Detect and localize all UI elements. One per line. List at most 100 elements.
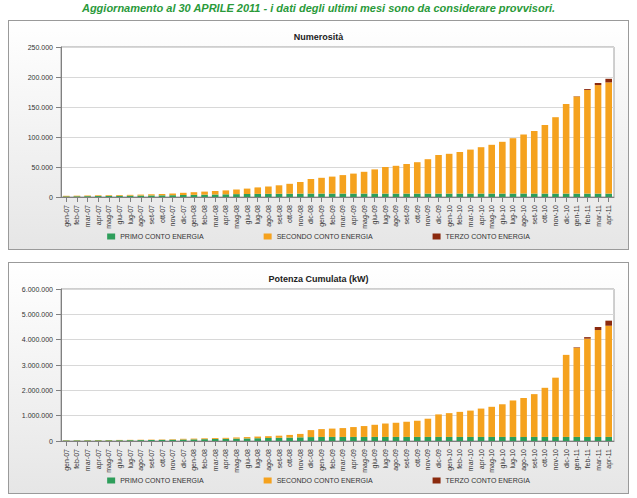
svg-text:giu-09: giu-09 [371,205,379,225]
svg-text:apr-08: apr-08 [222,205,230,225]
svg-text:200.000: 200.000 [28,74,53,81]
svg-text:ott-10: ott-10 [541,449,548,467]
svg-text:apr-09: apr-09 [350,449,358,469]
svg-text:TERZO CONTO ENERGIA: TERZO CONTO ENERGIA [446,233,531,240]
svg-text:gen-07: gen-07 [63,449,71,471]
svg-text:giu-08: giu-08 [244,205,252,225]
svg-text:PRIMO CONTO ENERGIA: PRIMO CONTO ENERGIA [120,233,204,240]
svg-text:giu-10: giu-10 [499,205,507,225]
svg-text:100.000: 100.000 [28,134,53,141]
svg-text:dic-07: dic-07 [180,205,187,224]
svg-text:mar-11: mar-11 [595,205,602,227]
svg-text:feb-11: feb-11 [584,449,591,468]
svg-text:ago-09: ago-09 [392,205,400,227]
svg-text:mag-08: mag-08 [233,449,241,473]
svg-text:feb-08: feb-08 [201,449,208,469]
svg-text:ago-09: ago-09 [392,449,400,471]
svg-text:apr-11: apr-11 [605,205,613,225]
svg-text:dic-08: dic-08 [307,205,314,224]
svg-text:gen-08: gen-08 [190,205,198,227]
svg-text:nov-07: nov-07 [169,205,176,227]
svg-text:feb-08: feb-08 [201,205,208,225]
svg-text:ott-08: ott-08 [286,205,293,223]
svg-text:feb-07: feb-07 [73,449,80,469]
svg-text:nov-09: nov-09 [424,205,431,227]
svg-text:ago-07: ago-07 [137,449,145,471]
svg-text:ott-08: ott-08 [286,449,293,467]
svg-text:giu-09: giu-09 [371,449,379,469]
svg-text:lug-07: lug-07 [127,205,135,225]
svg-text:ott-10: ott-10 [541,205,548,223]
svg-text:feb-09: feb-09 [329,449,336,469]
svg-text:dic-08: dic-08 [307,449,314,468]
svg-text:0: 0 [49,438,53,445]
svg-text:set-10: set-10 [531,205,538,225]
svg-text:2.000.000: 2.000.000 [22,387,53,394]
svg-text:nov-08: nov-08 [297,449,304,471]
svg-text:set-09: set-09 [403,449,410,469]
svg-text:dic-10: dic-10 [563,205,570,224]
svg-text:ott-07: ott-07 [159,449,166,467]
svg-text:giu-07: giu-07 [116,449,124,469]
svg-text:mar-09: mar-09 [339,205,346,227]
svg-text:nov-07: nov-07 [169,449,176,471]
svg-text:nov-10: nov-10 [552,205,559,227]
svg-text:mar-08: mar-08 [212,205,219,227]
svg-text:3.000.000: 3.000.000 [22,362,53,369]
svg-text:150.000: 150.000 [28,104,53,111]
svg-text:set-10: set-10 [531,449,538,469]
svg-text:mag-07: mag-07 [105,449,113,473]
svg-text:dic-10: dic-10 [563,449,570,468]
svg-text:mag-10: mag-10 [488,449,496,473]
svg-text:gen-07: gen-07 [63,205,71,227]
svg-text:dic-09: dic-09 [435,449,442,468]
svg-text:giu-07: giu-07 [116,205,124,225]
svg-text:ago-10: ago-10 [520,205,528,227]
svg-text:apr-11: apr-11 [605,449,613,469]
svg-text:mar-10: mar-10 [467,449,474,471]
svg-text:feb-10: feb-10 [456,449,463,469]
svg-text:mag-08: mag-08 [233,205,241,229]
svg-text:SECONDO CONTO ENERGIA: SECONDO CONTO ENERGIA [277,233,373,240]
svg-text:ott-09: ott-09 [414,449,421,467]
svg-text:apr-09: apr-09 [350,205,358,225]
svg-text:5.000.000: 5.000.000 [22,311,53,318]
svg-text:PRIMO CONTO ENERGIA: PRIMO CONTO ENERGIA [120,477,204,484]
svg-text:nov-10: nov-10 [552,449,559,471]
svg-text:nov-08: nov-08 [297,205,304,227]
svg-text:apr-10: apr-10 [478,205,486,225]
svg-text:mar-11: mar-11 [595,449,602,471]
svg-text:gen-08: gen-08 [190,449,198,471]
svg-text:mar-07: mar-07 [84,205,91,227]
svg-text:lug-08: lug-08 [254,205,262,225]
svg-text:1.000.000: 1.000.000 [22,412,53,419]
svg-text:lug-10: lug-10 [509,205,517,225]
svg-text:set-09: set-09 [403,205,410,225]
svg-text:lug-09: lug-09 [382,449,390,469]
svg-text:50.000: 50.000 [32,164,54,171]
svg-text:ago-07: ago-07 [137,205,145,227]
svg-text:set-08: set-08 [276,205,283,225]
svg-text:mar-10: mar-10 [467,205,474,227]
svg-text:ago-08: ago-08 [265,205,273,227]
svg-text:ago-08: ago-08 [265,449,273,471]
svg-text:mag-09: mag-09 [361,205,369,229]
svg-text:6.000.000: 6.000.000 [22,286,53,293]
svg-text:gen-09: gen-09 [318,205,326,227]
svg-text:gen-10: gen-10 [446,205,454,227]
svg-text:feb-09: feb-09 [329,205,336,225]
svg-text:gen-10: gen-10 [446,449,454,471]
svg-text:set-08: set-08 [276,449,283,469]
svg-text:lug-10: lug-10 [509,449,517,469]
svg-text:apr-08: apr-08 [222,449,230,469]
svg-text:Potenza Cumulata (kW): Potenza Cumulata (kW) [268,274,368,284]
svg-text:mag-10: mag-10 [488,205,496,229]
svg-text:dic-09: dic-09 [435,205,442,224]
svg-text:4.000.000: 4.000.000 [22,336,53,343]
svg-text:TERZO CONTO ENERGIA: TERZO CONTO ENERGIA [446,477,531,484]
svg-text:feb-11: feb-11 [584,205,591,224]
svg-text:apr-07: apr-07 [95,205,103,225]
svg-text:ott-09: ott-09 [414,205,421,223]
svg-text:mar-09: mar-09 [339,449,346,471]
svg-text:giu-10: giu-10 [499,449,507,469]
